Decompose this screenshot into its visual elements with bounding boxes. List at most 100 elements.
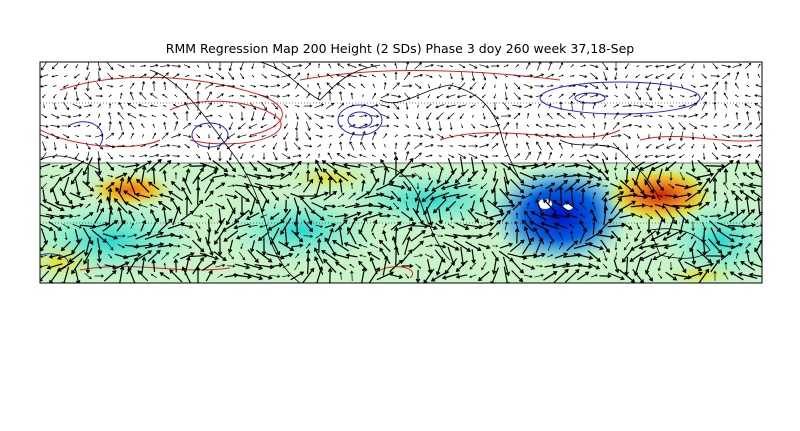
- wind-arrow: [185, 110, 189, 121]
- wind-arrow: [261, 135, 266, 138]
- wind-arrow: [184, 101, 190, 110]
- wind-arrow: [40, 62, 47, 71]
- wind-arrow: [732, 183, 742, 189]
- wind-arrow: [401, 249, 413, 263]
- wind-arrow: [424, 63, 434, 68]
- wind-arrow: [553, 222, 568, 229]
- wind-arrow: [383, 133, 387, 139]
- wind-arrow: [224, 193, 239, 200]
- wind-arrow: [251, 63, 255, 70]
- wind-arrow: [592, 113, 596, 118]
- wind-arrow: [94, 133, 104, 138]
- wind-arrow: [317, 73, 321, 78]
- wind-arrow: [414, 190, 421, 203]
- wind-arrow: [668, 114, 675, 118]
- wind-arrow: [245, 173, 262, 180]
- wind-arrow: [449, 122, 453, 131]
- wind-arrow: [745, 62, 752, 69]
- wind-arrow: [657, 104, 664, 108]
- wind-arrow: [404, 141, 410, 150]
- wind-arrow: [545, 123, 555, 128]
- wind-arrow: [699, 187, 709, 204]
- wind-arrow: [424, 143, 434, 148]
- wind-arrow: [318, 63, 321, 69]
- wind-arrow: [226, 142, 236, 150]
- wind-arrow: [279, 252, 294, 259]
- wind-arrow: [547, 254, 554, 258]
- wind-arrow: [706, 253, 726, 259]
- wind-arrow: [339, 90, 343, 101]
- wind-arrow: [744, 122, 752, 130]
- wind-arrow: [369, 243, 378, 249]
- wind-arrow: [647, 124, 652, 128]
- wind-arrow: [316, 238, 322, 253]
- wind-arrow: [118, 74, 124, 78]
- wind-arrow: [476, 232, 493, 239]
- wind-arrow: [160, 153, 171, 158]
- wind-arrow: [282, 94, 291, 98]
- wind-arrow: [614, 72, 618, 81]
- wind-arrow: [172, 163, 181, 169]
- wind-arrow: [611, 230, 621, 242]
- wind-arrow: [237, 122, 246, 130]
- wind-arrow: [62, 102, 70, 111]
- wind-arrow: [645, 270, 653, 282]
- wind-arrow: [350, 104, 354, 108]
- wind-arrow: [284, 226, 289, 247]
- wind-arrow: [104, 264, 117, 269]
- wind-arrow: [208, 134, 210, 139]
- wind-arrow: [527, 202, 530, 210]
- wind-arrow: [478, 243, 491, 250]
- wind-arrow: [326, 227, 334, 244]
- wind-arrow: [53, 102, 57, 111]
- wind-arrow: [493, 163, 497, 169]
- wind-arrow: [74, 214, 81, 218]
- wind-arrow: [339, 125, 344, 127]
- wind-arrow: [689, 123, 698, 129]
- wind-arrow: [445, 104, 456, 109]
- wind-arrow: [384, 144, 386, 148]
- wind-arrow: [282, 274, 291, 278]
- wind-arrow: [338, 103, 345, 109]
- wind-arrow: [655, 143, 665, 149]
- wind-arrow: [713, 113, 717, 119]
- wind-arrow: [343, 242, 360, 250]
- wind-arrow: [270, 94, 281, 98]
- wind-arrow: [713, 270, 717, 281]
- wind-arrow: [256, 273, 273, 280]
- wind-arrow: [644, 178, 655, 194]
- wind-arrow: [370, 63, 378, 68]
- wind-arrow: [746, 153, 751, 158]
- wind-arrow: [129, 121, 135, 130]
- wind-arrow: [453, 183, 470, 190]
- wind-arrow: [130, 222, 134, 229]
- wind-arrow: [180, 210, 195, 222]
- wind-arrow: [523, 193, 533, 199]
- wind-arrow: [239, 163, 245, 170]
- wind-arrow: [380, 113, 390, 119]
- wind-arrow: [755, 159, 762, 173]
- wind-arrow: [724, 261, 728, 270]
- wind-arrow: [491, 64, 500, 68]
- wind-arrow: [740, 261, 756, 271]
- wind-arrow: [107, 175, 114, 178]
- wind-arrow: [219, 123, 222, 130]
- wind-arrow: [523, 74, 534, 78]
- wind-arrow: [225, 207, 236, 226]
- wind-arrow: [314, 167, 323, 184]
- wind-arrow: [74, 152, 80, 160]
- wind-arrow: [283, 123, 288, 129]
- wind-arrow: [84, 272, 92, 280]
- wind-arrow: [82, 157, 93, 176]
- wind-arrow: [723, 168, 729, 183]
- wind-arrow: [86, 124, 90, 128]
- wind-arrow: [182, 163, 192, 168]
- wind-arrow: [602, 82, 608, 90]
- wind-arrow: [380, 104, 391, 109]
- wind-arrow: [358, 74, 367, 78]
- wind-arrow: [575, 180, 592, 192]
- wind-arrow: [120, 92, 123, 99]
- wind-arrow: [389, 259, 404, 272]
- wind-arrow: [638, 243, 659, 250]
- wind-arrow: [388, 168, 404, 183]
